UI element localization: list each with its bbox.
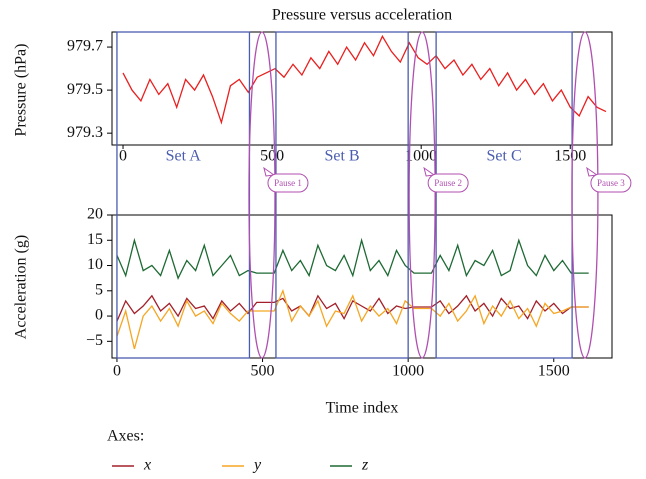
- x-tick-label: 0: [119, 148, 127, 165]
- set-box: [275, 31, 409, 359]
- pause-pointer: [263, 166, 276, 177]
- set-label: Set B: [324, 148, 359, 165]
- x-tick-label: 1500: [538, 363, 570, 380]
- y-tick-label: 0: [95, 307, 103, 324]
- pressure-line: [122, 34, 607, 125]
- y-tick-label: 10: [87, 256, 103, 273]
- x-tick-label: 1000: [405, 148, 437, 165]
- x-tick-label: 500: [251, 363, 275, 380]
- set-box: [435, 31, 573, 359]
- y-tick-label: 979.5: [67, 81, 103, 98]
- series-line: [116, 288, 589, 350]
- y-axis-label: Pressure (hPa): [13, 44, 30, 137]
- x-tick-label: 1000: [392, 363, 424, 380]
- y-tick-label: 979.3: [67, 124, 103, 141]
- pause-pointer: [586, 166, 599, 177]
- y-tick-label: 979.7: [67, 38, 103, 55]
- y-axis-label: Acceleration (g): [13, 235, 30, 339]
- pause-label: Pause 1: [274, 178, 302, 188]
- pause-bubble: [590, 173, 632, 193]
- y-tick-label: 5: [95, 281, 103, 298]
- series-line: [116, 237, 589, 280]
- plot-frame: [111, 214, 613, 359]
- legend-label: z: [361, 457, 369, 474]
- series-line: [116, 294, 589, 322]
- y-tick-label: 15: [87, 231, 103, 248]
- chart-title: Pressure versus acceleration: [272, 7, 452, 24]
- pause-bubble: [267, 173, 309, 193]
- y-tick-label: −5: [86, 332, 103, 349]
- x-tick-label: 0: [113, 363, 121, 380]
- pause-ellipse: [571, 31, 599, 359]
- x-tick-label: 1500: [554, 148, 586, 165]
- pause-label: Pause 2: [434, 178, 462, 188]
- x-axis-label: Time index: [326, 400, 399, 417]
- pause-label: Pause 3: [597, 178, 625, 188]
- set-label: Set C: [487, 148, 522, 165]
- set-label: Set A: [166, 148, 202, 165]
- y-tick-label: 20: [87, 206, 103, 223]
- legend-label: x: [143, 457, 151, 474]
- pause-ellipse: [248, 31, 276, 359]
- legend-title: Axes:: [107, 428, 144, 445]
- x-tick-label: 500: [260, 148, 284, 165]
- legend-label: y: [252, 457, 262, 474]
- pause-pointer: [423, 166, 436, 177]
- pause-ellipse: [408, 31, 436, 359]
- pause-bubble: [427, 173, 469, 193]
